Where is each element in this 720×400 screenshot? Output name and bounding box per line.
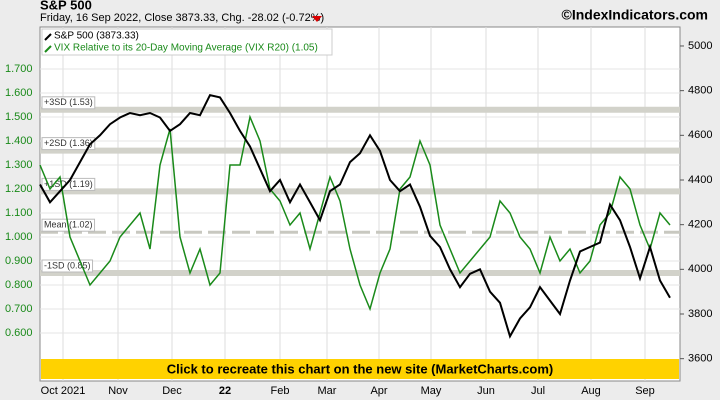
legend-swatch [44,45,52,53]
x-tick-label: May [421,385,442,397]
y-tick-label: 1.600 [5,87,33,99]
x-tick-label: Aug [581,385,601,397]
y-tick-label: 0.700 [5,303,33,315]
sd-label-box [41,96,96,110]
y-tick-label: 0.900 [5,255,33,267]
legend-swatch [44,33,52,41]
x-tick-label: Mar [318,385,337,397]
y-tick-label: 1.000 [5,231,33,243]
legend-label: VIX Relative to its 20-Day Moving Averag… [54,43,318,54]
sd-label-box [41,137,96,151]
x-tick-label: Jun [477,385,495,397]
sd-label: -1SD (0.85) [44,260,91,270]
y2-tick-label: 4200 [688,219,712,231]
y2-tick-label: 4400 [688,174,712,186]
chart-subtitle: Friday, 16 Sep 2022, Close 3873.33, Chg.… [40,12,324,24]
y-tick-label: 0.800 [5,279,33,291]
sd-label-box [41,177,96,191]
x-tick-label: Feb [271,385,290,397]
x-tick-label: Nov [108,385,128,397]
banner-text[interactable]: Click to recreate this chart on the new … [167,361,554,376]
chart-title: S&P 500 [40,0,92,12]
y2-tick-label: 4000 [688,263,712,275]
x-tick-label: Sep [635,385,655,397]
banner[interactable] [41,359,679,379]
credit: ©IndexIndicators.com [562,7,708,23]
sd-label: +2SD (1.36) [44,138,93,148]
y-tick-label: 0.600 [5,327,33,339]
sd-label: +3SD (1.53) [44,97,93,107]
x-tick-label: Dec [162,385,182,397]
plot-area [39,26,681,382]
x-tick-label: Apr [370,385,387,397]
y-tick-label: 1.100 [5,207,33,219]
legend-label: S&P 500 (3873.33) [54,31,139,42]
y2-tick-label: 4800 [688,85,712,97]
y-tick-label: 1.700 [5,63,33,75]
y-tick-label: 1.300 [5,159,33,171]
sd-label: +1SD (1.19) [44,179,93,189]
series-line [39,114,671,312]
y-tick-label: 1.500 [5,111,33,123]
down-arrow [312,16,322,22]
y-tick-label: 1.400 [5,135,33,147]
y2-tick-label: 5000 [688,40,712,52]
x-tick-label: Oct 2021 [41,385,86,397]
y2-tick-label: 3600 [688,353,712,365]
sd-label-box [41,259,94,273]
y2-tick-label: 4600 [688,129,712,141]
legend-box [41,28,333,56]
series-line [39,93,671,339]
x-tick-label: 22 [219,385,231,397]
y-tick-label: 1.200 [5,183,33,195]
y2-tick-label: 3800 [688,308,712,320]
x-tick-label: Jul [531,385,545,397]
